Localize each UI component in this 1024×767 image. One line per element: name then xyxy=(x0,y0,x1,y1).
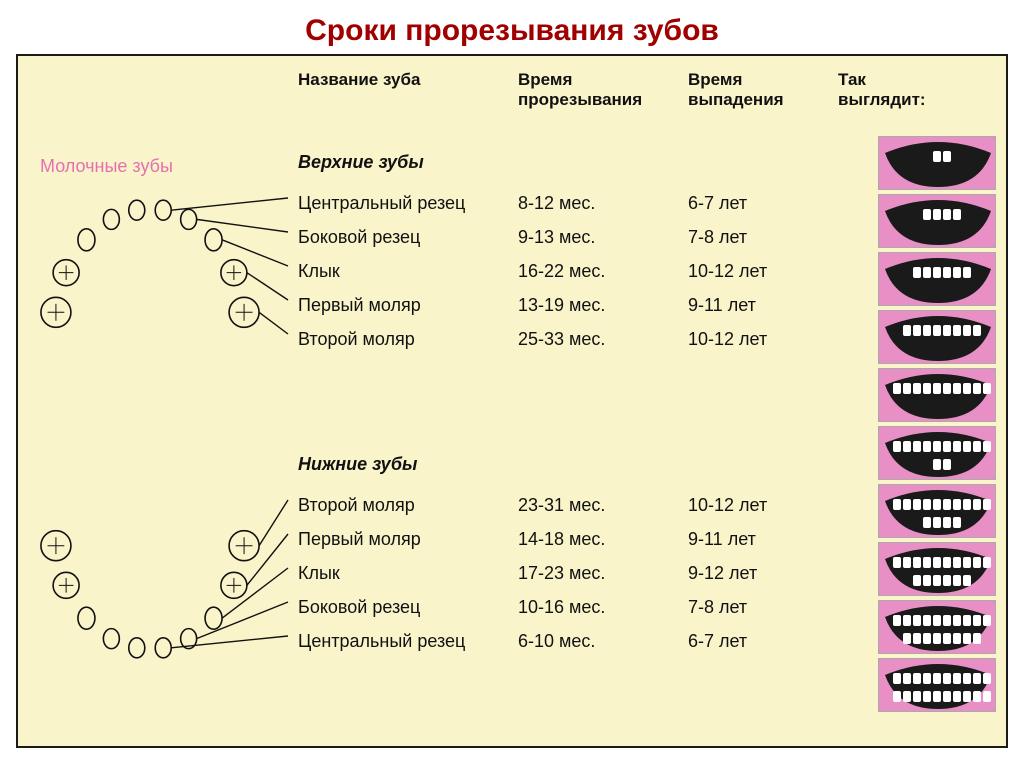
shed-time: 9-11 лет xyxy=(688,529,838,550)
shed-time: 9-12 лет xyxy=(688,563,838,584)
appearance-thumb xyxy=(878,658,996,712)
shed-time: 10-12 лет xyxy=(688,495,838,516)
appearance-thumb xyxy=(878,136,996,190)
erupt-time: 23-31 мес. xyxy=(518,495,688,516)
table-row: Клык16-22 мес.10-12 лет xyxy=(298,254,838,288)
appearance-thumb xyxy=(878,426,996,480)
tooth-name: Центральный резец xyxy=(298,631,518,652)
tooth-icon xyxy=(129,638,145,658)
appearance-thumb xyxy=(878,310,996,364)
table-row: Первый моляр13-19 мес.9-11 лет xyxy=(298,288,838,322)
tooth-icon xyxy=(103,209,119,229)
shed-time: 10-12 лет xyxy=(688,329,838,350)
appearance-thumb xyxy=(878,484,996,538)
shed-time: 6-7 лет xyxy=(688,631,838,652)
erupt-time: 13-19 мес. xyxy=(518,295,688,316)
leader-line xyxy=(247,273,288,300)
hdr-erupt: Время прорезывания xyxy=(518,70,688,110)
tooth-icon xyxy=(78,229,95,251)
appearance-thumb xyxy=(878,368,996,422)
table-row: Центральный резец6-10 мес.6-7 лет xyxy=(298,624,838,658)
tooth-icon xyxy=(129,200,145,220)
tooth-icon xyxy=(205,607,222,629)
appearance-thumb xyxy=(878,600,996,654)
tooth-name: Первый моляр xyxy=(298,529,518,550)
tooth-name: Центральный резец xyxy=(298,193,518,214)
tooth-icon xyxy=(78,607,95,629)
appearance-thumb xyxy=(878,194,996,248)
erupt-time: 6-10 мес. xyxy=(518,631,688,652)
tooth-name: Клык xyxy=(298,261,518,282)
table-row: Второй моляр23-31 мес.10-12 лет xyxy=(298,488,838,522)
tooth-name: Второй моляр xyxy=(298,329,518,350)
table-row: Первый моляр14-18 мес.9-11 лет xyxy=(298,522,838,556)
upper-arch-svg xyxy=(30,174,290,404)
erupt-time: 25-33 мес. xyxy=(518,329,688,350)
hdr-shed: Время выпадения xyxy=(688,70,838,110)
shed-time: 10-12 лет xyxy=(688,261,838,282)
table-row: Центральный резец8-12 мес.6-7 лет xyxy=(298,186,838,220)
tooth-name: Боковой резец xyxy=(298,227,518,248)
column-headers: Название зуба Время прорезывания Время в… xyxy=(298,70,996,110)
page-title: Сроки прорезывания зубов xyxy=(0,0,1024,54)
appearance-thumb xyxy=(878,542,996,596)
tooth-name: Боковой резец xyxy=(298,597,518,618)
table-row: Второй моляр25-33 мес.10-12 лет xyxy=(298,322,838,356)
lower-title: Нижние зубы xyxy=(298,454,417,475)
upper-title: Верхние зубы xyxy=(298,152,424,173)
tooth-icon xyxy=(181,209,197,229)
lower-arch-svg xyxy=(30,454,290,684)
tooth-name: Первый моляр xyxy=(298,295,518,316)
info-panel: Название зуба Время прорезывания Время в… xyxy=(16,54,1008,748)
erupt-time: 8-12 мес. xyxy=(518,193,688,214)
shed-time: 9-11 лет xyxy=(688,295,838,316)
appearance-thumbnails xyxy=(878,136,998,712)
tooth-icon xyxy=(155,200,171,220)
shed-time: 6-7 лет xyxy=(688,193,838,214)
tooth-icon xyxy=(205,229,222,251)
leader-line xyxy=(171,198,288,210)
shed-time: 7-8 лет xyxy=(688,597,838,618)
table-row: Боковой резец9-13 мес.7-8 лет xyxy=(298,220,838,254)
upper-rows: Центральный резец8-12 мес.6-7 летБоковой… xyxy=(298,186,838,356)
erupt-time: 17-23 мес. xyxy=(518,563,688,584)
tooth-icon xyxy=(155,638,171,658)
appearance-thumb xyxy=(878,252,996,306)
tooth-name: Клык xyxy=(298,563,518,584)
hdr-look: Так выглядит: xyxy=(838,70,958,110)
tooth-icon xyxy=(103,629,119,649)
upper-arch-diagram xyxy=(30,174,290,409)
tooth-name: Второй моляр xyxy=(298,495,518,516)
lower-rows: Второй моляр23-31 мес.10-12 летПервый мо… xyxy=(298,488,838,658)
erupt-time: 16-22 мес. xyxy=(518,261,688,282)
erupt-time: 9-13 мес. xyxy=(518,227,688,248)
shed-time: 7-8 лет xyxy=(688,227,838,248)
table-row: Клык17-23 мес.9-12 лет xyxy=(298,556,838,590)
lower-arch-diagram xyxy=(30,454,290,689)
table-row: Боковой резец10-16 мес.7-8 лет xyxy=(298,590,838,624)
erupt-time: 14-18 мес. xyxy=(518,529,688,550)
leader-line xyxy=(259,312,288,334)
erupt-time: 10-16 мес. xyxy=(518,597,688,618)
hdr-name: Название зуба xyxy=(298,70,518,110)
